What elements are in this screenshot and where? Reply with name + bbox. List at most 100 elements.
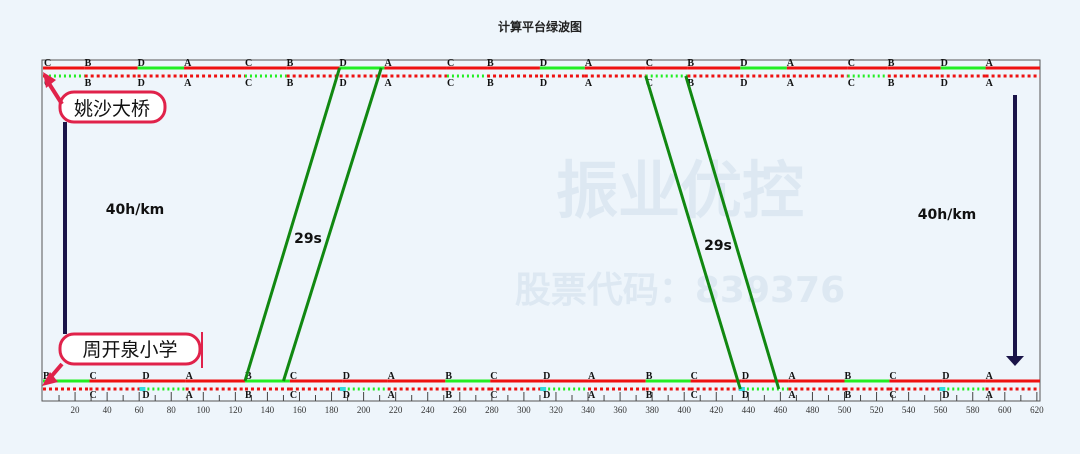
x-tick-label: 480 <box>806 405 820 415</box>
phase-label-bottom: D <box>742 390 749 401</box>
x-tick-label: 80 <box>167 405 177 415</box>
phase-label-top: A <box>184 78 192 89</box>
phase-label-bottom: C <box>290 371 297 382</box>
phase-label-bottom: D <box>142 371 149 382</box>
phase-label-top: C <box>447 78 454 89</box>
phase-label-bottom: D <box>343 371 350 382</box>
phase-label-top: D <box>138 58 145 69</box>
phase-label-bottom: A <box>788 390 796 401</box>
x-tick-label: 540 <box>902 405 916 415</box>
phase-marker <box>738 387 745 391</box>
plot-frame <box>41 59 1041 402</box>
phase-label-bottom: B <box>245 390 252 401</box>
x-tick-label: 360 <box>613 405 627 415</box>
phase-marker <box>939 387 946 391</box>
x-tick-label: 40 <box>103 405 113 415</box>
x-tick-label: 200 <box>357 405 371 415</box>
phase-label-bottom: A <box>186 371 194 382</box>
phase-label-top: C <box>245 58 252 69</box>
phase-label-top: D <box>138 78 145 89</box>
x-tick-label: 260 <box>453 405 467 415</box>
phase-label-bottom: C <box>490 390 497 401</box>
chart-title: 计算平台绿波图 <box>498 19 582 34</box>
phase-label-top: B <box>287 58 294 69</box>
phase-label-top: C <box>848 58 855 69</box>
x-tick-label: 100 <box>197 405 211 415</box>
phase-label-bottom: D <box>543 371 550 382</box>
red-arrow-icon <box>46 80 64 106</box>
phase-label-bottom: A <box>388 390 396 401</box>
phase-label-bottom: D <box>343 390 350 401</box>
x-tick-label: 460 <box>774 405 788 415</box>
x-tick-label: 620 <box>1030 405 1044 415</box>
phase-label-top: B <box>85 78 92 89</box>
phase-label-top: D <box>340 58 347 69</box>
phase-label-top: B <box>888 78 895 89</box>
phase-label-bottom: B <box>845 371 852 382</box>
x-tick-label: 60 <box>135 405 145 415</box>
x-tick-label: 280 <box>485 405 499 415</box>
phase-label-top: A <box>986 58 994 69</box>
phase-label-top: B <box>487 78 494 89</box>
phase-label-top: D <box>740 78 747 89</box>
phase-label-bottom: C <box>89 371 96 382</box>
phase-label-bottom: D <box>942 390 949 401</box>
phase-label-bottom: D <box>142 390 149 401</box>
x-tick-label: 440 <box>742 405 756 415</box>
phase-label-top: A <box>986 78 994 89</box>
phase-label-bottom: B <box>445 390 452 401</box>
phase-label-bottom: A <box>186 390 194 401</box>
phase-marker <box>139 387 146 391</box>
phase-label-bottom: C <box>290 390 297 401</box>
phase-label-top: A <box>184 58 192 69</box>
phase-label-top: C <box>646 58 653 69</box>
red-arrowhead-icon <box>42 372 58 386</box>
station-name-top: 姚沙大桥 <box>74 98 150 120</box>
phase-label-bottom: A <box>588 390 596 401</box>
watermark: 振业优控 股票代码：839376 <box>515 154 845 311</box>
phase-label-bottom: C <box>889 371 896 382</box>
phase-marker <box>540 387 547 391</box>
green-band-line-up <box>243 67 341 382</box>
green-band-line-down <box>684 75 781 390</box>
x-tick-label: 520 <box>870 405 884 415</box>
phase-label-top: D <box>740 58 747 69</box>
phase-label-bottom: C <box>691 390 698 401</box>
phase-label-top: D <box>540 78 547 89</box>
phase-label-top: B <box>85 58 92 69</box>
phase-label-bottom: D <box>543 390 550 401</box>
phase-label-bottom: A <box>986 371 994 382</box>
phase-label-top: C <box>447 58 454 69</box>
phase-label-top: D <box>941 78 948 89</box>
phase-label-top: D <box>340 78 347 89</box>
x-tick-label: 300 <box>517 405 531 415</box>
station-name-bottom: 周开泉小学 <box>82 339 177 361</box>
phase-label-bottom: A <box>388 371 396 382</box>
x-tick-label: 320 <box>549 405 563 415</box>
x-tick-label: 580 <box>966 405 980 415</box>
red-arrowhead-icon <box>43 72 56 88</box>
phase-label-top: A <box>384 58 392 69</box>
phase-label-bottom: D <box>742 371 749 382</box>
phase-label-bottom: B <box>245 371 252 382</box>
phase-label-top: B <box>487 58 494 69</box>
phase-label-bottom: B <box>646 390 653 401</box>
phase-label-top: C <box>848 78 855 89</box>
x-tick-label: 420 <box>710 405 724 415</box>
phase-label-top: C <box>245 78 252 89</box>
station-label-bottom: 周开泉小学 <box>42 332 203 386</box>
x-tick-label: 240 <box>421 405 435 415</box>
phase-label-top: C <box>44 58 51 69</box>
down-speed-label: 40h/km <box>918 207 976 223</box>
x-tick-label: 600 <box>998 405 1012 415</box>
phase-label-bottom: C <box>691 371 698 382</box>
station-label-top: 姚沙大桥 <box>43 72 167 124</box>
phase-label-bottom: A <box>986 390 994 401</box>
phase-label-bottom: B <box>845 390 852 401</box>
x-tick-label: 500 <box>838 405 852 415</box>
up-speed-label: 40h/km <box>106 202 164 218</box>
phase-label-bottom: B <box>646 371 653 382</box>
phase-label-bottom: C <box>89 390 96 401</box>
phase-marker <box>339 387 346 391</box>
